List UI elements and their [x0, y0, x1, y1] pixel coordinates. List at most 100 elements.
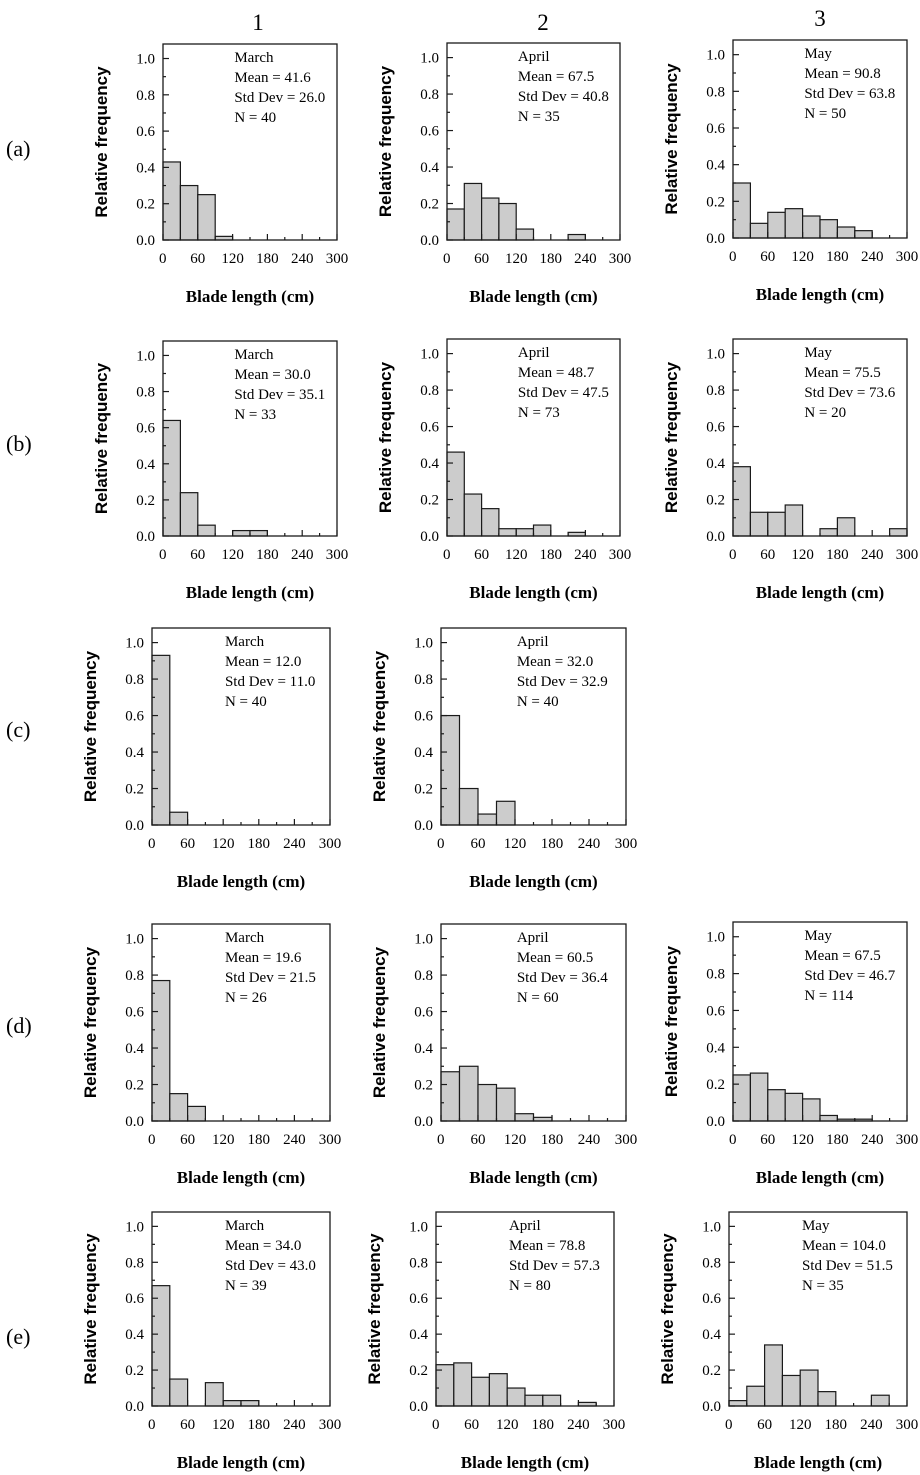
- y-tick-label: 0.0: [125, 1114, 144, 1130]
- x-tick-label: 0: [148, 1417, 156, 1433]
- y-axis-label: Relative frequency: [365, 1233, 384, 1385]
- stats-annotation-line: May: [804, 345, 832, 361]
- stats-annotation-line: Mean = 32.0: [517, 654, 593, 670]
- x-tick-label: 120: [791, 1132, 814, 1148]
- row-label-a: (a): [6, 136, 30, 161]
- y-tick-label: 0.8: [706, 383, 725, 399]
- x-axis-label: Blade length (cm): [186, 583, 314, 602]
- stats-annotation-line: Mean = 60.5: [517, 950, 593, 966]
- histogram-bar: [240, 1400, 260, 1407]
- y-axis-label: Relative frequency: [370, 946, 389, 1098]
- stats-annotation-line: Mean = 78.8: [509, 1238, 585, 1254]
- x-tick-label: 60: [760, 1132, 775, 1148]
- y-tick-label: 0.0: [125, 818, 144, 834]
- x-tick-label: 60: [464, 1417, 479, 1433]
- x-tick-label: 240: [283, 1132, 306, 1148]
- histogram-bar: [446, 208, 465, 241]
- stats-annotation-line: March: [234, 347, 274, 363]
- stats-annotation-line: April: [517, 930, 549, 946]
- x-tick-label: 240: [860, 1417, 883, 1433]
- stats-annotation: May Mean = 90.8 Std Dev = 63.8 N = 50: [804, 46, 895, 122]
- stats-annotation: April Mean = 67.5 Std Dev = 40.8 N = 35: [518, 49, 609, 125]
- row-label-d: (d): [6, 1013, 32, 1038]
- y-tick-label: 0.0: [409, 1399, 428, 1415]
- x-tick-label: 0: [729, 249, 737, 265]
- stats-annotation-line: March: [234, 50, 274, 66]
- y-tick-label: 0.6: [409, 1291, 428, 1307]
- x-tick-label: 300: [896, 547, 919, 563]
- y-tick-label: 0.8: [706, 84, 725, 100]
- stats-annotation-line: Mean = 104.0: [802, 1238, 886, 1254]
- x-tick-label: 60: [180, 836, 195, 852]
- x-tick-label: 240: [283, 1417, 306, 1433]
- y-tick-label: 0.2: [706, 194, 725, 210]
- histogram-bar: [728, 1400, 748, 1407]
- x-tick-label: 0: [729, 547, 737, 563]
- histogram-bar: [819, 1114, 838, 1122]
- histogram-bar: [151, 654, 171, 826]
- y-tick-label: 0.2: [414, 1078, 433, 1094]
- stats-annotation-line: Std Dev = 35.1: [234, 387, 325, 403]
- x-axis-label: Blade length (cm): [756, 1168, 884, 1187]
- histogram-bar: [458, 1065, 479, 1122]
- histogram-panel: 0.0 0.2 0.4 0.6 0.8 1.0 0 60 120 180 240 300 Relativ…: [365, 1211, 625, 1472]
- histogram-panel: 0.0 0.2 0.4 0.6 0.8 1.0 0 60 120 180 240 300 Relativ…: [376, 338, 631, 602]
- y-tick-label: 0.0: [136, 233, 155, 249]
- x-tick-label: 60: [180, 1132, 195, 1148]
- y-tick-label: 0.2: [706, 493, 725, 509]
- y-tick-label: 0.8: [409, 1255, 428, 1271]
- y-tick-label: 0.4: [414, 1041, 433, 1057]
- x-tick-label: 240: [861, 547, 884, 563]
- histogram-panel: 0.0 0.2 0.4 0.6 0.8 1.0 0 60 120 180 240 300 Relativ…: [658, 1211, 918, 1472]
- y-tick-label: 0.2: [420, 493, 439, 509]
- x-tick-label: 180: [826, 1132, 849, 1148]
- y-tick-label: 0.2: [420, 197, 439, 213]
- histogram-bar: [784, 208, 804, 239]
- y-tick-label: 0.6: [706, 420, 725, 436]
- y-tick-label: 0.8: [136, 385, 155, 401]
- stats-annotation-line: N = 40: [234, 110, 276, 126]
- x-tick-label: 60: [474, 547, 489, 563]
- y-tick-label: 0.0: [420, 233, 439, 249]
- histogram-bar: [187, 1105, 207, 1122]
- column-headers: 1 2 3: [252, 6, 826, 35]
- histogram-bar: [515, 528, 535, 537]
- x-tick-label: 180: [825, 1417, 848, 1433]
- stats-annotation-line: Std Dev = 46.7: [804, 968, 895, 984]
- y-tick-label: 0.2: [136, 493, 155, 509]
- stats-annotation-line: Std Dev = 26.0: [234, 90, 325, 106]
- stats-annotation-line: Mean = 30.0: [234, 367, 310, 383]
- stats-annotation-line: Mean = 48.7: [518, 365, 595, 381]
- histogram-panel: 0.0 0.2 0.4 0.6 0.8 1.0 0 60 120 180 240 300 Relativ…: [376, 42, 631, 306]
- histogram-bar: [169, 811, 189, 826]
- x-tick-label: 120: [212, 1132, 235, 1148]
- y-tick-label: 0.8: [125, 1255, 144, 1271]
- stats-annotation-line: April: [509, 1218, 541, 1234]
- histogram-bar: [481, 508, 500, 537]
- stats-annotation-line: Std Dev = 63.8: [804, 86, 895, 102]
- y-tick-label: 0.4: [125, 1041, 144, 1057]
- histogram-panel: 0.0 0.2 0.4 0.6 0.8 1.0 0 60 120 180 240 300 Relativ…: [662, 921, 918, 1187]
- x-tick-label: 60: [474, 251, 489, 267]
- y-tick-label: 0.6: [420, 420, 439, 436]
- y-tick-label: 0.8: [702, 1255, 721, 1271]
- stats-annotation: March Mean = 19.6 Std Dev = 21.5 N = 26: [225, 930, 316, 1006]
- histogram-bar: [888, 528, 908, 537]
- stats-annotation-line: Std Dev = 11.0: [225, 674, 315, 690]
- histogram-bar: [440, 1071, 461, 1122]
- x-tick-label: 120: [504, 836, 527, 852]
- x-tick-label: 240: [291, 547, 314, 563]
- x-tick-label: 240: [861, 1132, 884, 1148]
- x-tick-label: 120: [791, 547, 814, 563]
- y-tick-label: 0.4: [125, 745, 144, 761]
- stats-annotation: March Mean = 41.6 Std Dev = 26.0 N = 40: [234, 50, 325, 126]
- stats-annotation-line: N = 26: [225, 990, 267, 1006]
- histogram-bar: [169, 1378, 189, 1407]
- x-tick-label: 0: [725, 1417, 733, 1433]
- histogram-bar: [249, 529, 268, 537]
- histogram-bar: [514, 1113, 535, 1122]
- stats-annotation-line: Std Dev = 51.5: [802, 1258, 893, 1274]
- stats-annotation-line: N = 50: [804, 106, 846, 122]
- y-tick-label: 0.8: [414, 672, 433, 688]
- histogram-bar: [463, 182, 483, 241]
